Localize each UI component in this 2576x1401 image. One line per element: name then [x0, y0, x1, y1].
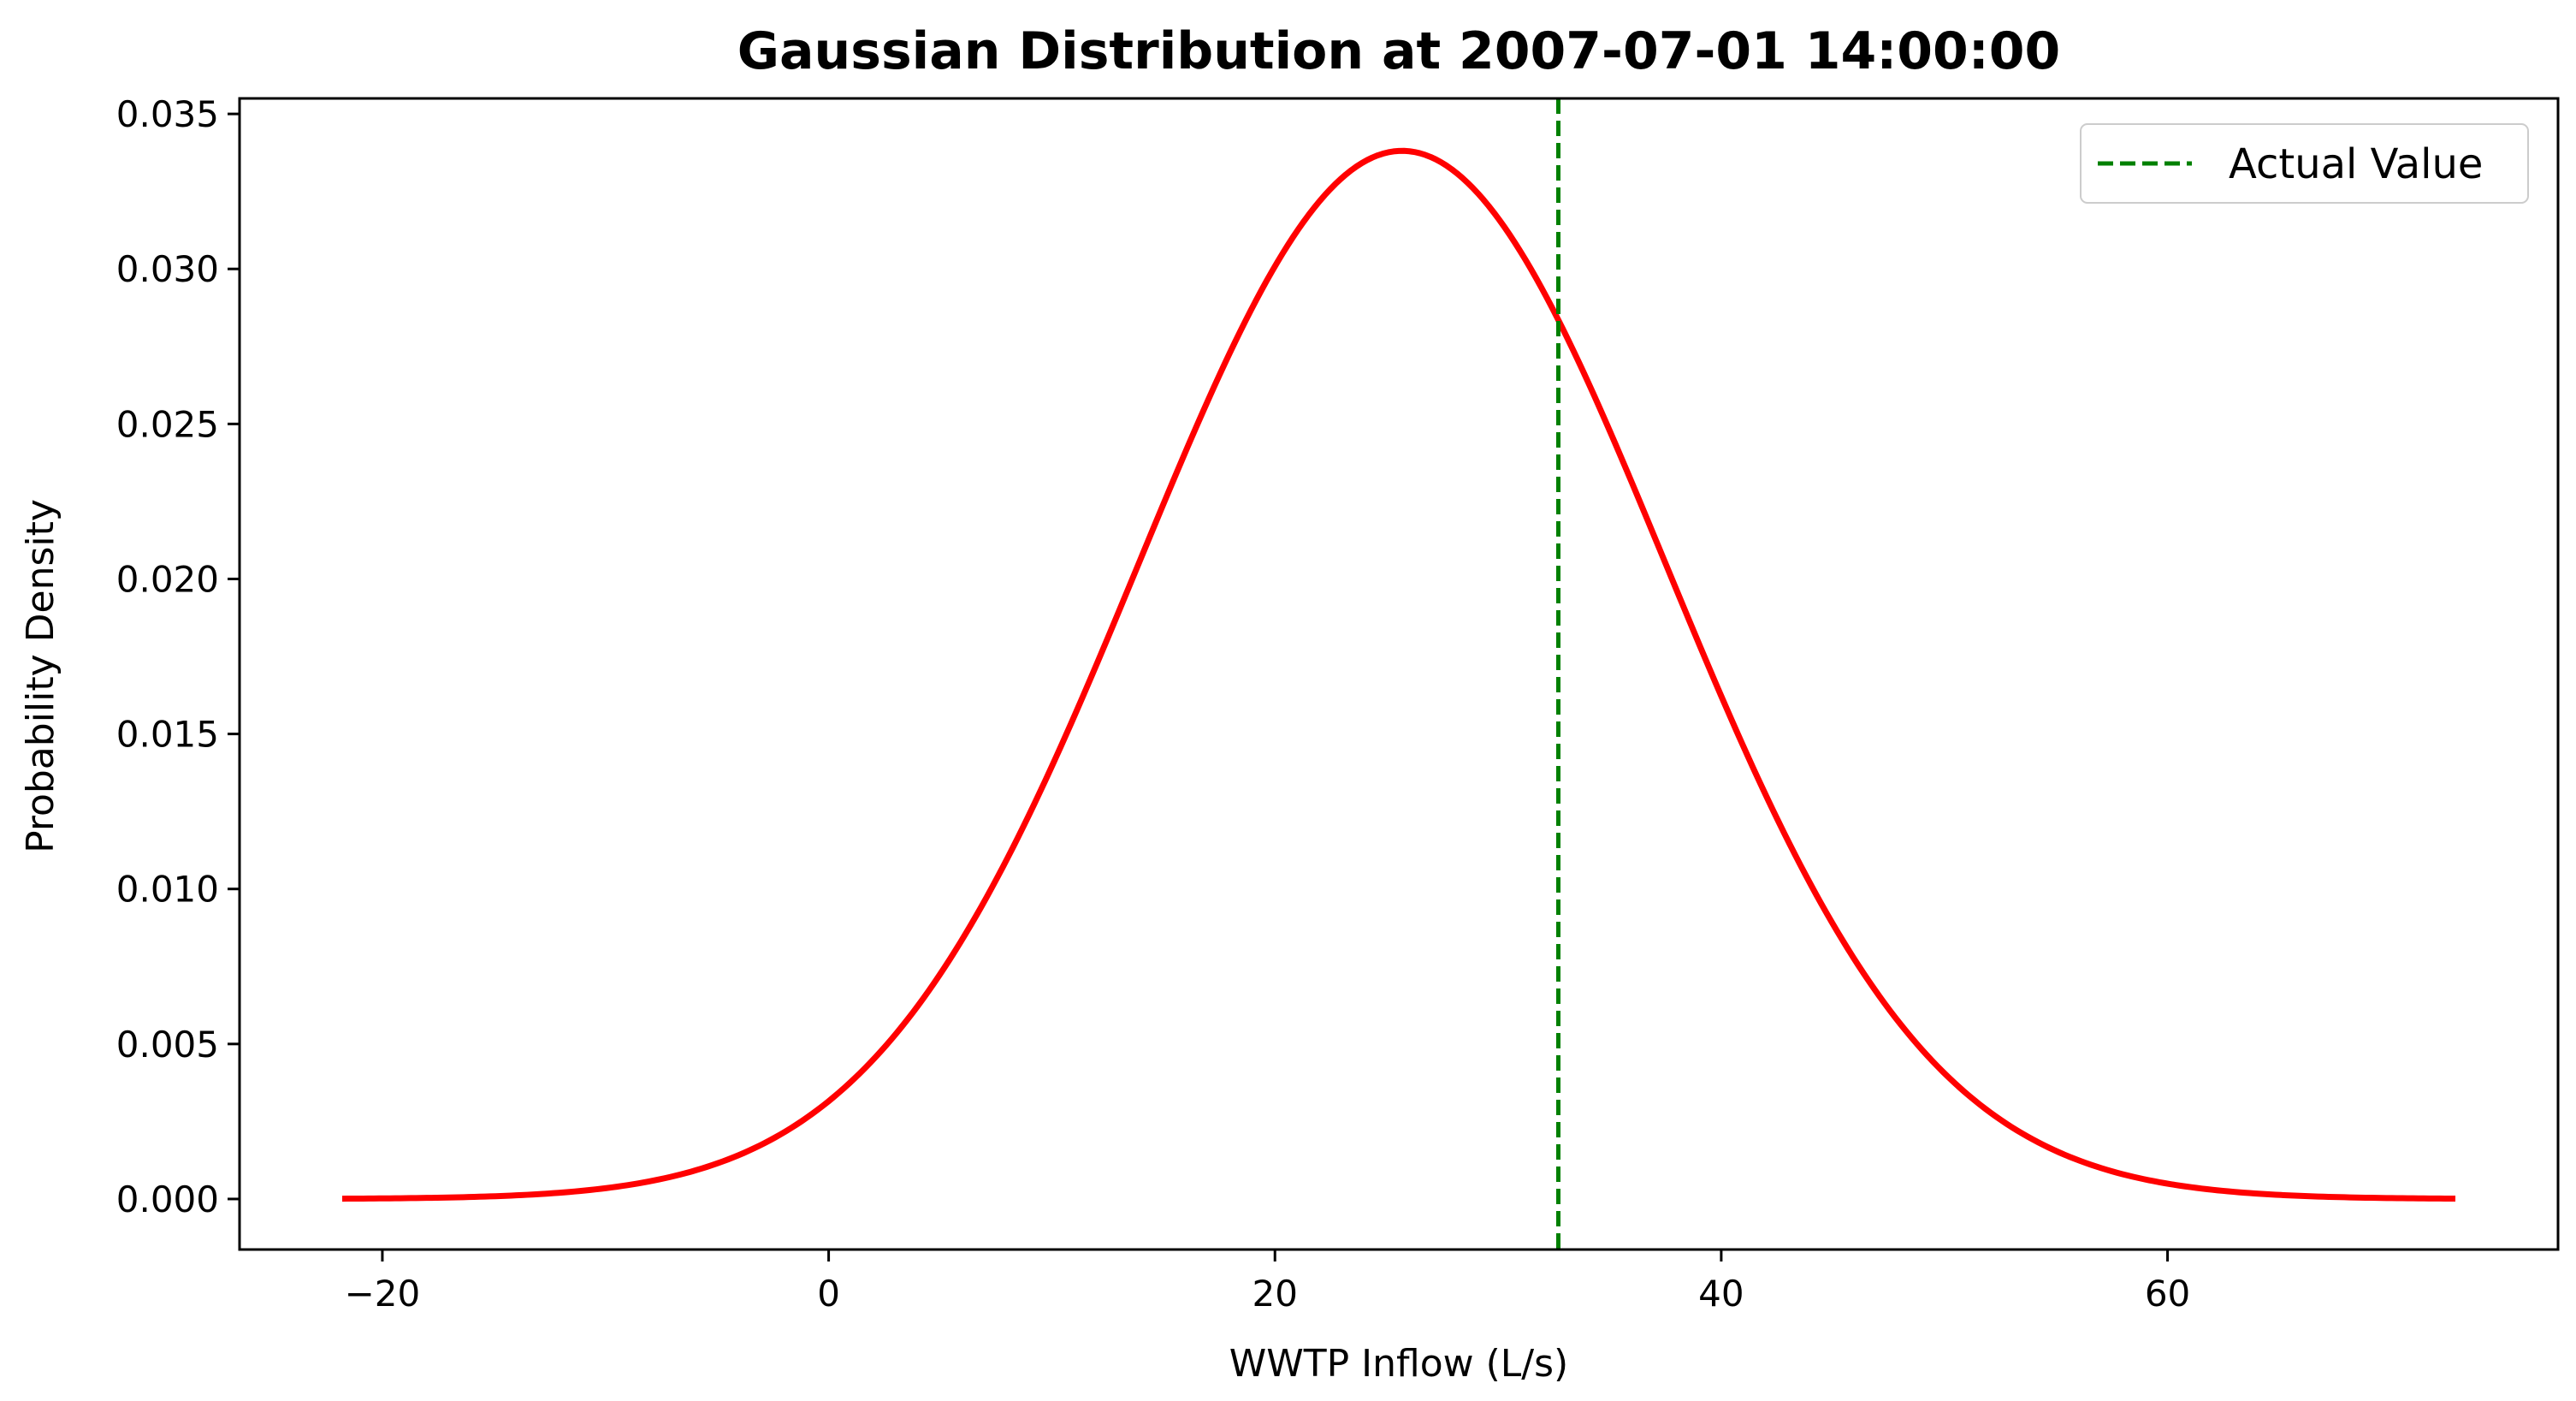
y-tick-label: 0.010 — [116, 869, 219, 911]
chart-title: Gaussian Distribution at 2007-07-01 14:0… — [737, 21, 2060, 81]
y-tick-label: 0.015 — [116, 714, 219, 756]
y-tick-label: 0.030 — [116, 248, 219, 290]
plot-area — [238, 97, 2560, 1251]
legend-box — [2080, 123, 2529, 204]
legend: Actual Value — [2080, 123, 2529, 204]
x-tick-label: −20 — [345, 1273, 421, 1315]
y-tick-label: 0.005 — [116, 1024, 219, 1066]
x-axis-label: WWTP Inflow (L/s) — [1229, 1342, 1568, 1386]
x-tick-label: 40 — [1698, 1273, 1744, 1315]
axes-frame — [238, 97, 2560, 1251]
x-tick-label: 0 — [817, 1273, 840, 1315]
y-tick-label: 0.035 — [116, 93, 219, 135]
gaussian-curve — [341, 147, 2456, 1202]
y-axis-label: Probability Density — [19, 499, 62, 853]
y-tick-label: 0.025 — [116, 403, 219, 445]
series-layer — [341, 98, 2456, 1250]
legend-label-actual-value: Actual Value — [2229, 140, 2483, 188]
x-tick-label: 20 — [1252, 1273, 1298, 1315]
x-axis-ticks: −20 0 20 40 60 — [345, 1250, 2190, 1315]
y-tick-label: 0.020 — [116, 558, 219, 600]
y-axis-ticks: 0.000 0.005 0.010 0.015 0.020 0.025 0.030 0.035 — [116, 93, 240, 1220]
x-tick-label: 60 — [2145, 1273, 2190, 1315]
y-tick-label: 0.000 — [116, 1178, 219, 1220]
